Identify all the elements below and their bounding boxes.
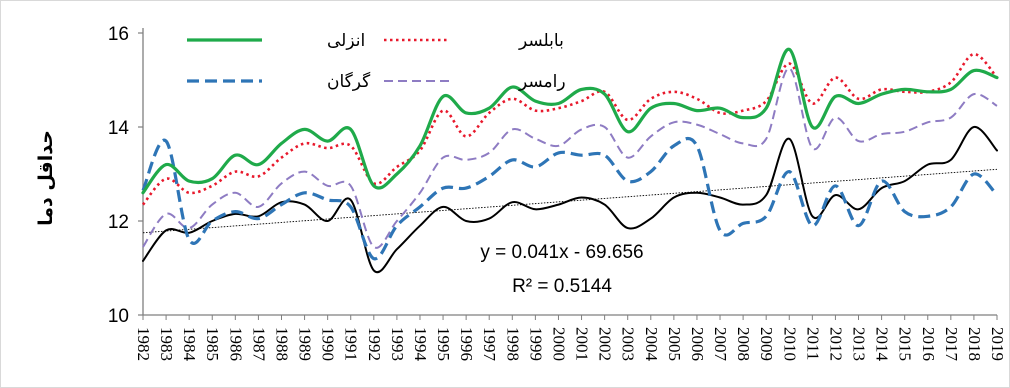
x-tick-label: 2001 <box>573 327 592 361</box>
x-tick-label: 2012 <box>826 327 845 361</box>
legend-label-2: گرگان <box>327 71 371 92</box>
legend-label-1: بابلسر <box>518 31 564 51</box>
x-tick-label: 2002 <box>596 327 615 361</box>
y-axis-ticks: 10 12 14 16 <box>108 24 143 327</box>
series-lines <box>141 47 999 274</box>
x-tick-label: 1993 <box>388 327 407 361</box>
x-tick-label: 2005 <box>665 327 684 361</box>
x-tick-label: 1994 <box>411 327 430 362</box>
x-tick-label: 1983 <box>157 327 176 361</box>
x-tick-label: 2011 <box>803 327 822 360</box>
x-tick-label: 2016 <box>919 327 938 361</box>
y-axis-title: حداقل دما <box>35 130 57 226</box>
series-line-0 <box>141 47 999 195</box>
x-tick-label: 1991 <box>342 327 361 361</box>
x-tick-label: 1999 <box>526 327 545 361</box>
legend: انزلی بابلسر گرگان رامسر <box>187 31 566 92</box>
x-tick-label: 1985 <box>203 327 222 361</box>
x-axis-ticks: 1982 1983 1984 1985 1986 1987 1988 1989 1990 1991… <box>134 315 1007 362</box>
y-tick-label: 14 <box>108 118 130 139</box>
trendline-equation: y = 0.041x - 69.656 <box>480 242 643 263</box>
legend-label-0: انزلی <box>327 31 365 51</box>
x-tick-label: 1982 <box>134 327 153 361</box>
x-tick-label: 1990 <box>319 327 338 361</box>
x-tick-label: 1984 <box>180 327 199 362</box>
x-tick-label: 2007 <box>711 327 730 362</box>
x-tick-label: 2010 <box>780 327 799 361</box>
x-tick-label: 2009 <box>757 327 776 361</box>
x-tick-label: 2019 <box>988 327 1007 361</box>
legend-label-3: رامسر <box>518 72 566 92</box>
y-tick-label: 12 <box>108 212 129 233</box>
x-tick-label: 1988 <box>272 327 291 361</box>
x-tick-label: 1986 <box>226 327 245 361</box>
x-tick-label: 1989 <box>296 327 315 361</box>
axes <box>142 28 997 316</box>
x-tick-label: 2015 <box>896 327 915 361</box>
x-tick-label: 2008 <box>734 327 753 361</box>
x-tick-label: 2003 <box>619 327 638 361</box>
series-line-2 <box>141 136 999 261</box>
x-tick-label: 2013 <box>850 327 869 361</box>
x-tick-label: 1995 <box>434 327 453 361</box>
x-tick-label: 1992 <box>365 327 384 361</box>
x-tick-label: 2004 <box>642 327 661 362</box>
y-tick-label: 10 <box>108 306 129 327</box>
x-tick-label: 2000 <box>549 327 568 361</box>
x-tick-label: 2018 <box>965 327 984 361</box>
x-tick-label: 2006 <box>688 327 707 361</box>
x-tick-label: 1998 <box>503 327 522 361</box>
x-tick-label: 2014 <box>873 327 892 362</box>
x-tick-label: 2017 <box>942 327 961 362</box>
trendline-r-squared: R² = 0.5144 <box>512 276 612 297</box>
y-tick-label: 16 <box>108 24 129 45</box>
x-tick-label: 1987 <box>249 327 268 362</box>
x-tick-label: 1996 <box>457 327 476 361</box>
x-tick-label: 1997 <box>480 327 499 361</box>
